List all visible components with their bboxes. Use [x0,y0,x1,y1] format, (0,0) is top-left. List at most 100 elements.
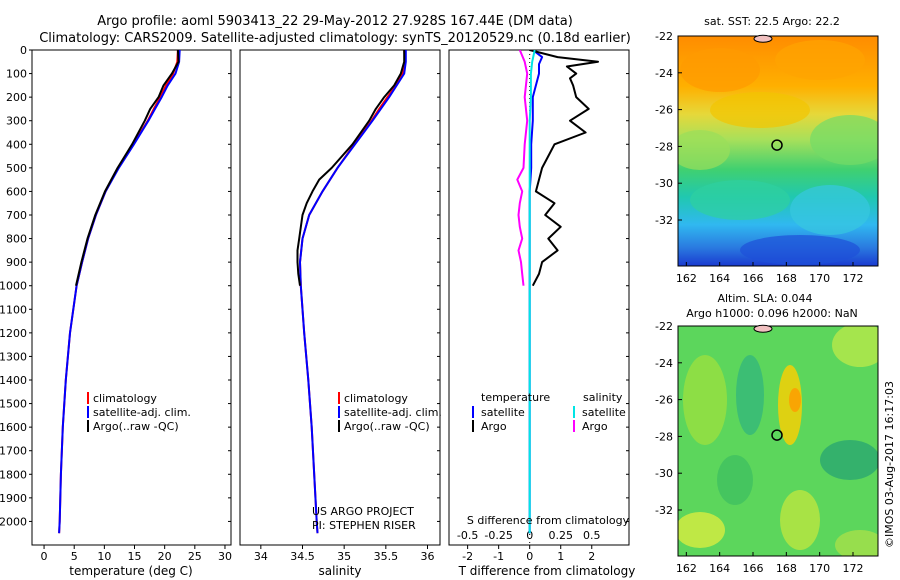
depth-tick-label: 1000 [0,280,27,293]
depth-tick-label: 1300 [0,350,27,363]
map-y-tick-label: -32 [655,504,673,517]
difference-xlabel: T difference from climatology [458,564,636,578]
sla-patch [717,455,753,505]
legend-label-argo: Argo(..raw -QC) [344,420,430,433]
sst-patch [740,235,860,265]
series-line-argo [529,50,599,287]
depth-tick-label: 400 [6,138,27,151]
map-x-tick-label: 170 [809,272,830,285]
new-caledonia-island [753,324,773,333]
temperature-panel-frame [31,49,232,546]
s-tick-label: -0.25 [484,529,512,542]
sst-patch [678,130,730,170]
map-x-tick-label: 170 [809,562,830,575]
legend-label-satellite-s: satellite [582,406,626,419]
depth-tick-label: 1100 [0,303,27,316]
legend-label-argo-s: Argo [582,420,608,433]
depth-tick-label: 500 [6,162,27,175]
sla-patch [835,530,878,556]
series-line-argo-raw-qc- [75,50,180,286]
sla-map-title-1: Altim. SLA: 0.044 [717,292,812,305]
difference-x-axis: -2 -1 0 1 2 -0.5 -0.25 0 0.25 0.5 [457,529,601,563]
sla-map-frame [677,325,879,557]
map-x-tick-label: 164 [709,562,730,575]
sla-patch [678,512,725,548]
series-line-satellite [528,50,544,534]
legend-label-satellite-t: satellite [481,406,525,419]
map-x-tick-label: 172 [843,562,864,575]
x-tick-label: 5 [71,550,78,563]
legend-header-temperature: temperature [481,391,550,404]
depth-tick-label: 600 [6,185,27,198]
pi-annotation: PI: STEPHEN RISER [312,519,416,532]
x-tick-label: 36 [421,550,435,563]
x-tick-label: 15 [128,550,142,563]
depth-tick-label: 2000 [0,515,27,528]
sla-map-title-2: Argo h1000: 0.096 h2000: NaN [686,307,858,320]
legend-label-argo-t: Argo [481,420,507,433]
depth-tick-label: 200 [6,91,27,104]
sla-map-axes: 162 164 166 168 170 172 -22 -24 -26 -28 -30 -32 [655,320,863,575]
legend-header-salinity: salinity [583,391,623,404]
temperature-xlabel: temperature (deg C) [69,564,192,578]
x-tick-label: 34 [254,550,268,563]
sst-patch [790,185,870,235]
legend-label-argo: Argo(..raw -QC) [93,420,179,433]
x-tick-label: 10 [97,550,111,563]
salinity-x-axis: 34 34.5 35 35.5 36 [254,545,435,563]
sst-patch [775,40,865,80]
sla-patch [832,326,878,367]
map-y-tick-label: -24 [655,67,673,80]
x-tick-label: -2 [462,550,473,563]
temperature-legend: climatology satellite-adj. clim. Argo(..… [87,392,191,433]
map-y-tick-label: -26 [655,394,673,407]
map-x-tick-label: 166 [743,562,764,575]
series-line-climatology [299,50,406,534]
imos-credit: ©IMOS 03-Aug-2017 16:17:03 [883,381,896,548]
new-caledonia-island [753,34,773,43]
salinity-series [296,50,407,534]
temperature-series [58,50,181,534]
x-tick-label: 20 [158,550,172,563]
map-x-tick-label: 168 [776,562,797,575]
x-tick-label: 0 [41,550,48,563]
difference-series [516,50,599,534]
s-tick-label: 0.5 [583,529,601,542]
x-tick-label: 1 [557,550,564,563]
depth-tick-label: 1700 [0,445,27,458]
depth-tick-label: 1200 [0,327,27,340]
map-x-tick-label: 162 [676,272,697,285]
sst-map-field [678,36,878,266]
x-tick-label: 25 [188,550,202,563]
map-x-tick-label: 162 [676,562,697,575]
map-y-tick-label: -28 [655,430,673,443]
map-y-tick-label: -30 [655,467,673,480]
legend-label-climatology: climatology [344,392,408,405]
x-tick-label: 0 [526,550,533,563]
depth-tick-label: 900 [6,256,27,269]
argo-position-marker [771,429,783,441]
map-x-tick-label: 166 [743,272,764,285]
depth-tick-label: 1800 [0,468,27,481]
legend-label-satellite: satellite-adj. clim. [93,406,191,419]
map-y-tick-label: -22 [655,30,673,43]
legend-label-satellite: satellite-adj. clim. [344,406,442,419]
series-line-argo [516,50,529,286]
temperature-x-axis: 0 5 10 15 20 25 30 [41,545,232,563]
depth-tick-label: 800 [6,233,27,246]
sst-map-frame [677,35,879,267]
map-y-tick-label: -28 [655,140,673,153]
sla-patch [820,440,878,480]
map-y-tick-label: -30 [655,177,673,190]
depth-tick-label: 700 [6,209,27,222]
sla-map-field [678,326,878,556]
x-tick-label: 30 [218,550,232,563]
difference-panel-frame [448,49,630,546]
depth-tick-label: 1600 [0,421,27,434]
salinity-panel-frame [239,49,441,546]
argo-position-marker [771,139,783,151]
map-x-tick-label: 168 [776,272,797,285]
x-tick-label: -1 [493,550,504,563]
sst-patch [690,180,790,220]
